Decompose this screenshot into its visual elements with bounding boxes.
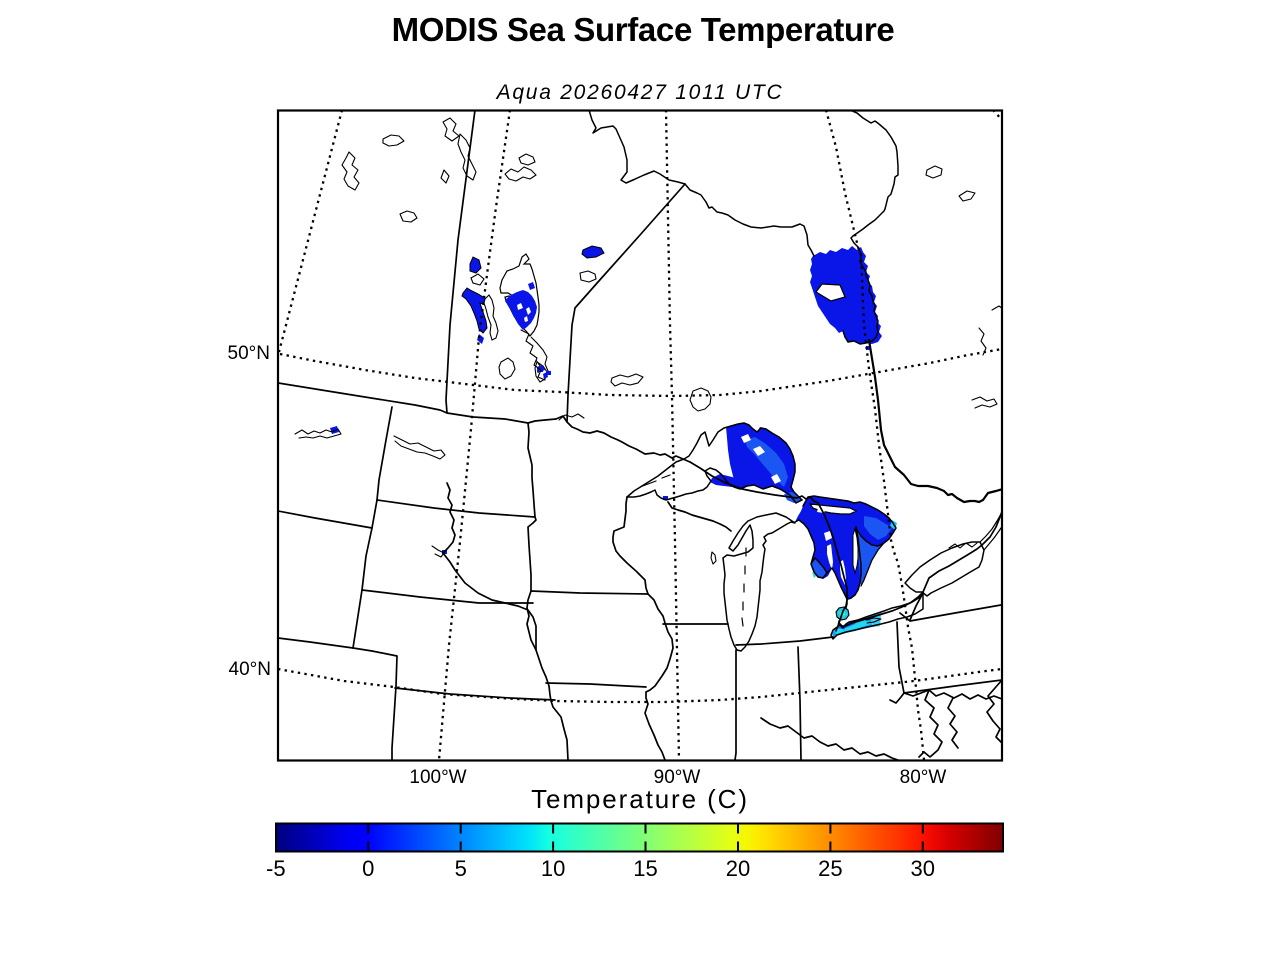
svg-text:0: 0 <box>362 856 374 881</box>
svg-text:40°N: 40°N <box>229 659 271 680</box>
svg-text:Aqua 20260427 1011 UTC: Aqua 20260427 1011 UTC <box>495 81 784 104</box>
svg-text:Temperature (C): Temperature (C) <box>531 784 749 814</box>
svg-text:10: 10 <box>541 856 565 881</box>
svg-text:25: 25 <box>818 856 842 881</box>
svg-text:100°W: 100°W <box>409 767 466 788</box>
svg-text:15: 15 <box>633 856 657 881</box>
svg-text:-5: -5 <box>266 856 286 881</box>
svg-text:5: 5 <box>455 856 467 881</box>
svg-text:30: 30 <box>911 856 935 881</box>
svg-text:20: 20 <box>726 856 750 881</box>
svg-text:80°W: 80°W <box>900 767 947 788</box>
svg-text:MODIS Sea Surface Temperature: MODIS Sea Surface Temperature <box>392 11 895 48</box>
svg-text:50°N: 50°N <box>228 343 270 364</box>
svg-text:90°W: 90°W <box>654 767 701 788</box>
